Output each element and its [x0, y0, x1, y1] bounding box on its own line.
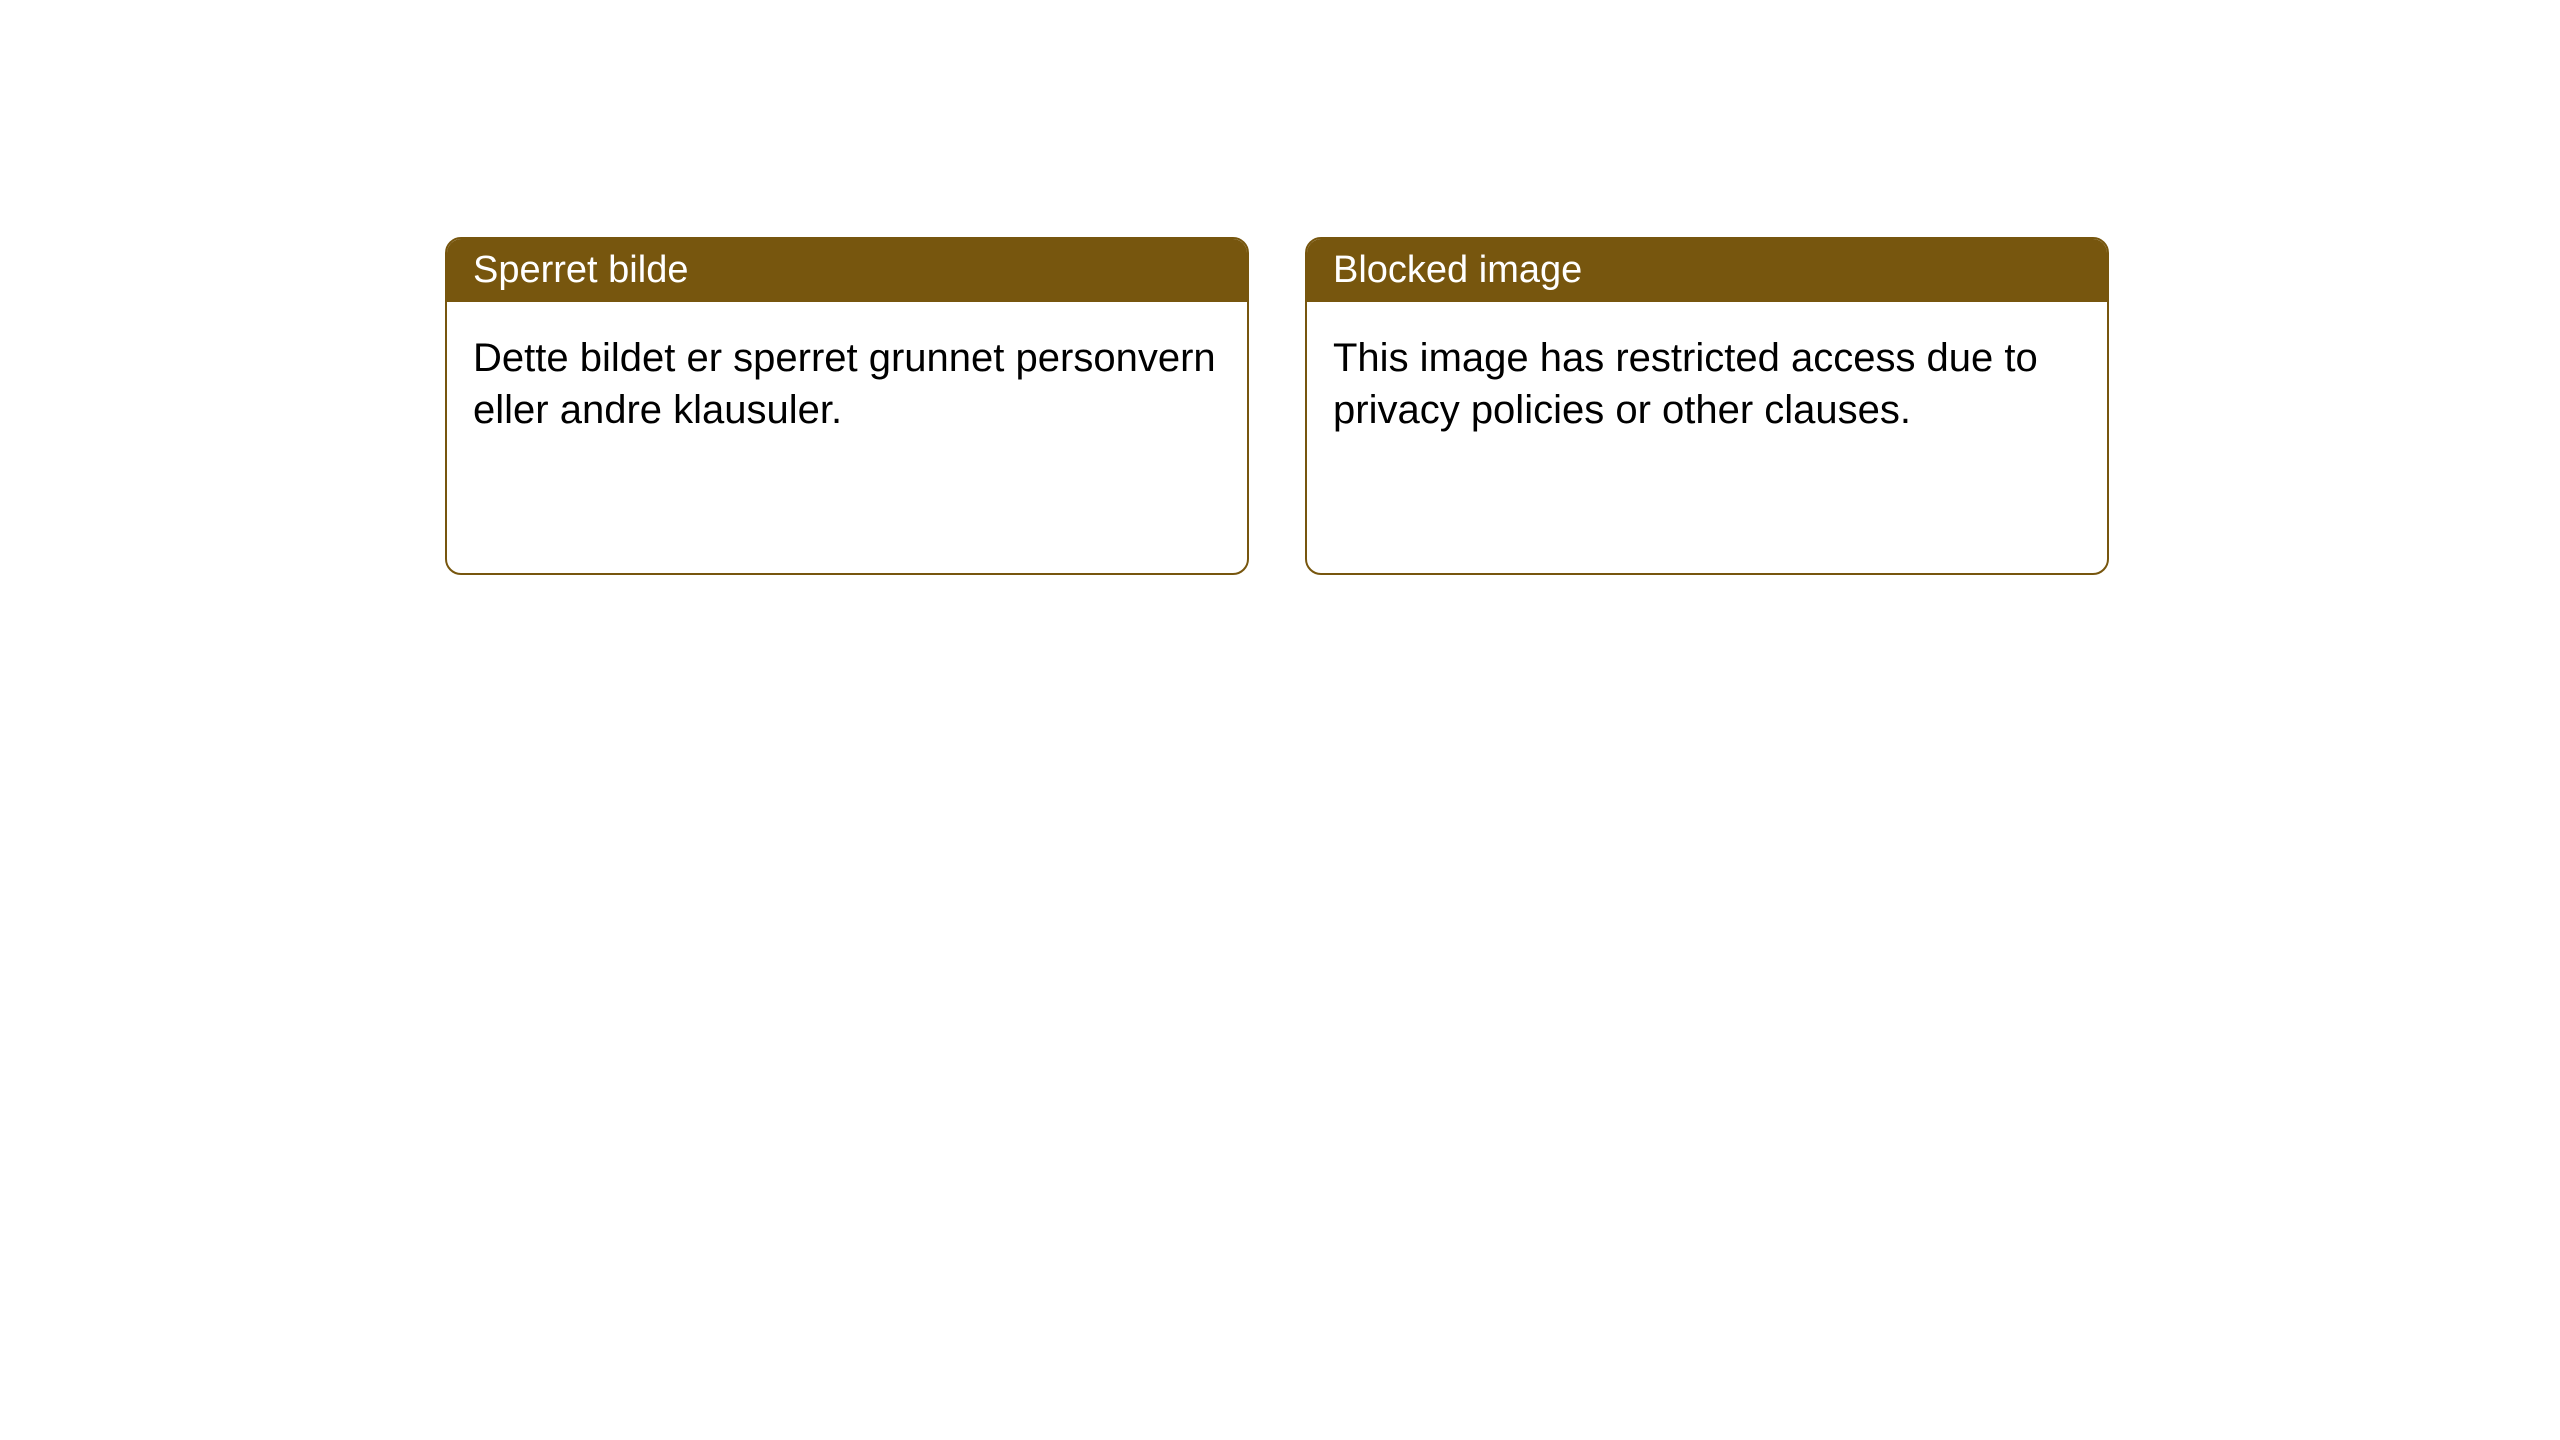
notice-header: Blocked image — [1307, 239, 2107, 302]
notice-text: Dette bildet er sperret grunnet personve… — [473, 336, 1216, 432]
notice-text: This image has restricted access due to … — [1333, 336, 2038, 432]
notice-title: Blocked image — [1333, 249, 1582, 291]
notice-card-english: Blocked image This image has restricted … — [1305, 237, 2109, 575]
notice-card-norwegian: Sperret bilde Dette bildet er sperret gr… — [445, 237, 1249, 575]
notice-title: Sperret bilde — [473, 249, 688, 291]
notice-header: Sperret bilde — [447, 239, 1247, 302]
notice-body: Dette bildet er sperret grunnet personve… — [447, 302, 1247, 466]
notice-body: This image has restricted access due to … — [1307, 302, 2107, 466]
notice-container: Sperret bilde Dette bildet er sperret gr… — [0, 0, 2560, 575]
